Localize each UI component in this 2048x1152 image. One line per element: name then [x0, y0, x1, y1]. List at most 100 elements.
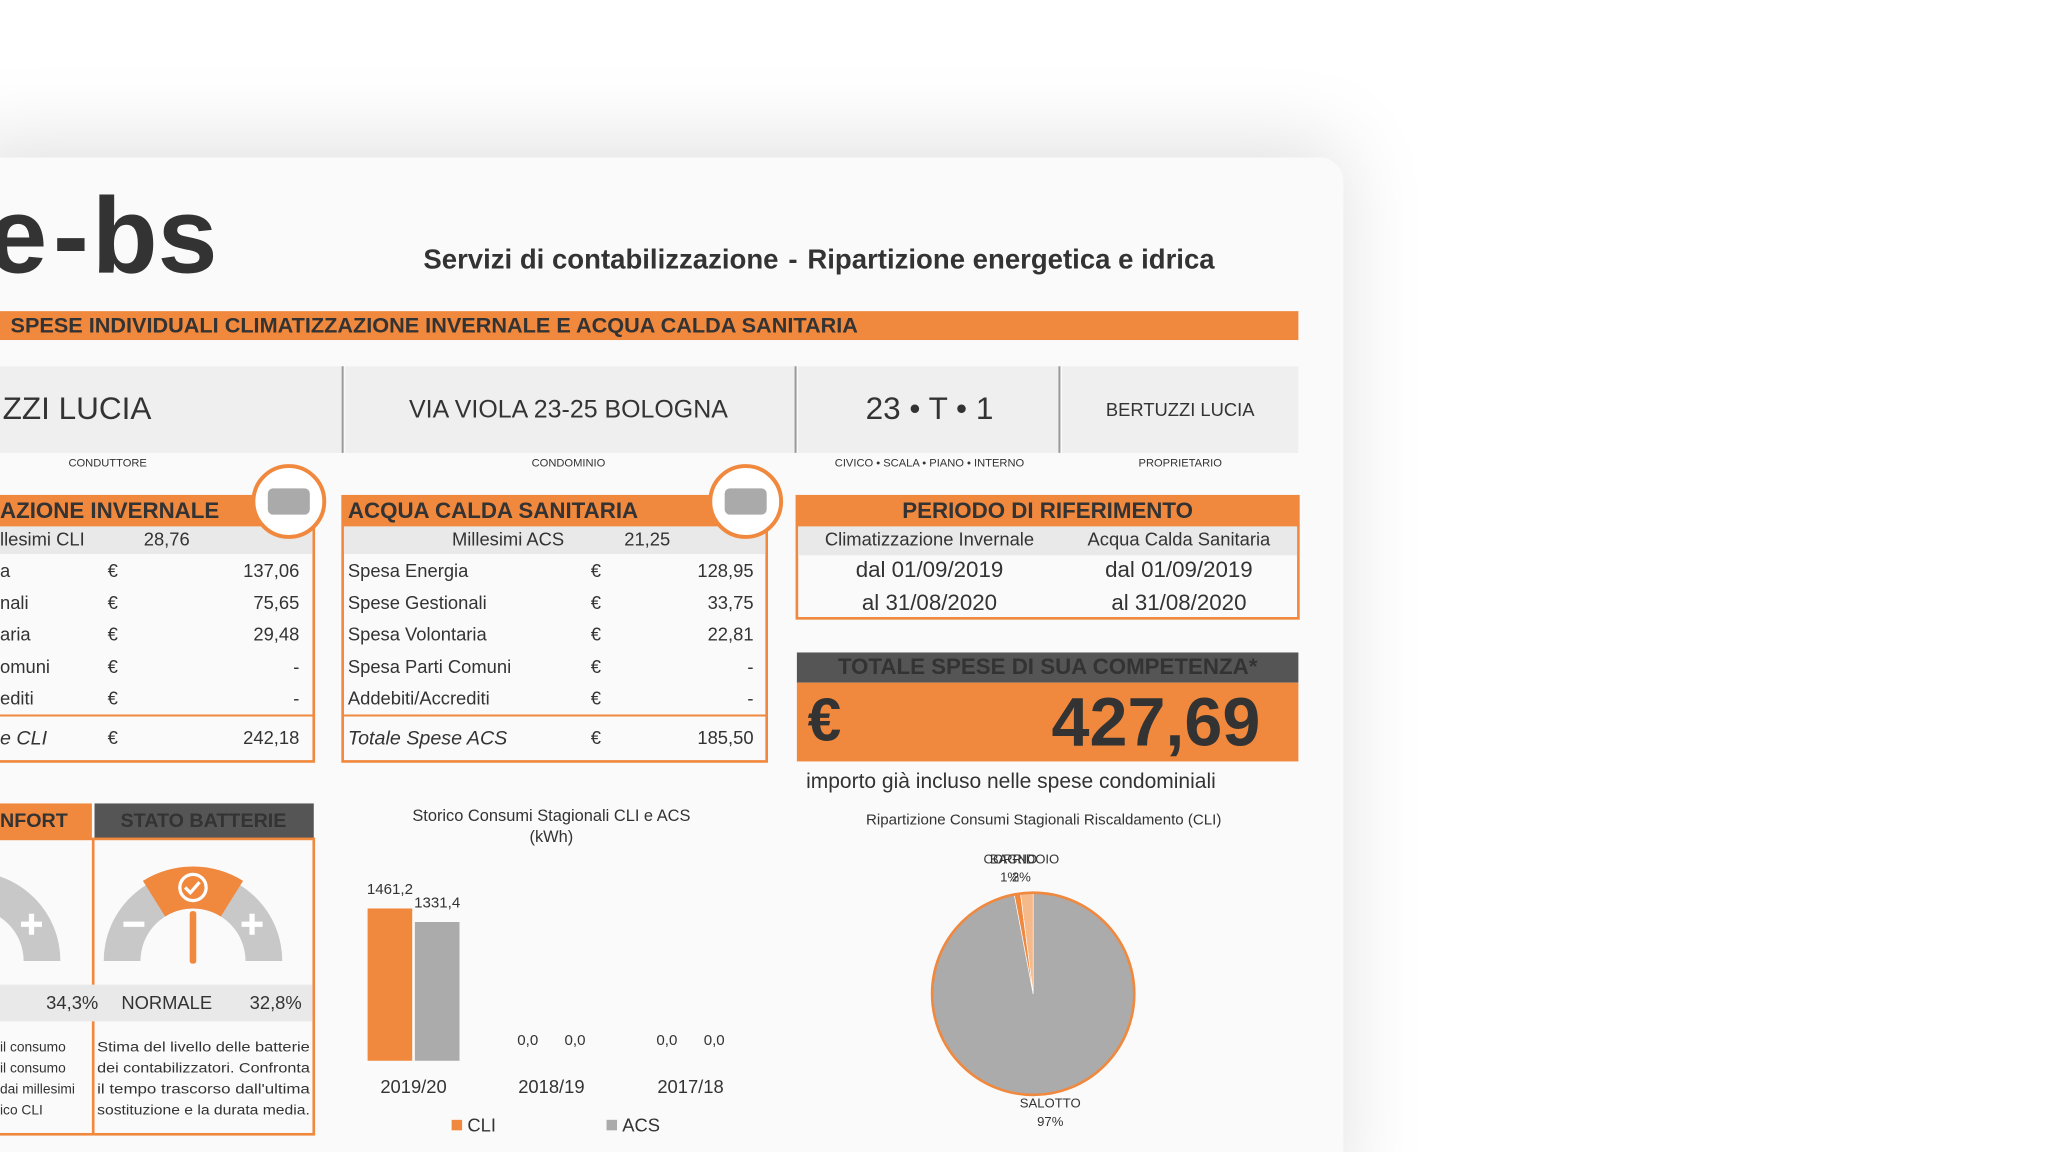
total-note: importo già incluso nelle spese condomin… [806, 770, 1216, 793]
header-title: Servizi di contabilizzazione [423, 244, 778, 275]
row-value: 22,81 [708, 623, 754, 644]
row-currency: € [591, 688, 601, 709]
banner [0, 311, 1299, 341]
batteries-description: Stima del livello delle batterie [97, 1039, 310, 1054]
row-value: 75,65 [253, 592, 299, 613]
period-title: PERIODO DI RIFERIMENTO [902, 498, 1193, 523]
total-label: Totale Spese ACS [348, 727, 507, 749]
total-value: 185,50 [697, 727, 753, 748]
header-dash: - [788, 244, 797, 275]
logo-text: bs [92, 176, 218, 296]
batteries-description: dei contabilizzatori. Confronta [97, 1060, 310, 1075]
batteries-status: NORMALE [121, 992, 212, 1013]
info-box [345, 366, 796, 453]
data-label: 0,0 [517, 1032, 538, 1049]
row-value: 33,75 [708, 592, 754, 613]
total-header [796, 652, 1299, 683]
row-label: Spesa Parti Comuni [348, 656, 511, 677]
row-value: - [747, 688, 753, 709]
comfort-description: il consumo [0, 1039, 66, 1054]
legend-swatch [451, 1119, 463, 1131]
header-title: Ripartizione energetica e idrica [807, 244, 1215, 275]
gauge [103, 871, 283, 961]
data-label: 0,0 [656, 1032, 677, 1049]
row-currency: € [108, 688, 118, 709]
gauge-sign [21, 913, 263, 935]
x-tick-label: 2018/19 [518, 1076, 584, 1097]
data-label: 1331,4 [414, 895, 460, 912]
total-currency: € [808, 686, 842, 754]
comfort-description: dai millesimi [0, 1081, 75, 1096]
row-label: Spesa Energia [348, 560, 469, 581]
bar [414, 921, 460, 1061]
period-subheader [798, 526, 1298, 556]
legend-label: CLI [467, 1114, 496, 1135]
row-value: 29,48 [253, 623, 299, 644]
row-currency: € [591, 623, 601, 644]
total-currency: € [591, 727, 601, 748]
batteries-value: 32,8% [250, 992, 302, 1013]
status-frame [0, 837, 316, 1136]
row-currency: € [108, 592, 118, 613]
period-header [796, 496, 1299, 527]
row-label: a [0, 560, 11, 581]
batteries-title: STATO BATTERIE [121, 810, 287, 832]
gauge-check [183, 881, 201, 896]
panel-title: AZIONE INVERNALE [0, 498, 219, 523]
info-value: VIA VIOLA 23-25 BOLOGNA [409, 396, 728, 424]
row-value: 128,95 [697, 560, 753, 581]
total-currency: € [108, 727, 118, 748]
legend-swatch [606, 1119, 618, 1131]
panel-title: ACQUA CALDA SANITARIA [348, 498, 638, 523]
status-band [0, 984, 313, 1022]
info-value: ZZI LUCIA [3, 390, 152, 426]
chart-title: Ripartizione Consumi Stagionali Riscalda… [866, 811, 1221, 828]
millesimi-label: llesimi CLI [0, 529, 85, 550]
row-value: - [293, 656, 299, 677]
row-currency: € [108, 623, 118, 644]
pie-value-label: 2% [1012, 870, 1031, 885]
row-label: Addebiti/Accrediti [348, 688, 490, 709]
info-label: CONDUTTORE [68, 457, 146, 469]
period-to: al 31/08/2020 [1111, 590, 1246, 615]
row-label: Spesa Volontaria [348, 623, 488, 644]
comfort-description: il consumo [0, 1060, 66, 1075]
row-label: nali [0, 592, 29, 613]
comfort-description: ico CLI [0, 1102, 43, 1117]
batteries-description: sostituzione e la durata media. [97, 1102, 310, 1117]
row-currency: € [591, 592, 601, 613]
x-tick-label: 2019/20 [380, 1076, 446, 1097]
data-label: 1461,2 [367, 881, 413, 898]
batteries-header [94, 803, 314, 839]
total-box [796, 682, 1299, 762]
row-currency: € [108, 560, 118, 581]
period-heading: Climatizzazione Invernale [825, 529, 1034, 550]
row-label: aria [0, 623, 31, 644]
logo-text: e [0, 176, 47, 296]
total-label: e CLI [0, 727, 48, 749]
comfort-title: NFORT [0, 810, 68, 832]
info-value: 23 • T • 1 [866, 390, 994, 426]
gauge-needle [189, 911, 197, 964]
pie-label: CORRIDOIO [983, 851, 1059, 866]
logo-dash: - [53, 176, 89, 296]
row-currency: € [591, 560, 601, 581]
millesimi-value: 21,25 [624, 529, 670, 550]
row-value: 137,06 [243, 560, 299, 581]
x-tick-label: 2017/18 [657, 1076, 723, 1097]
pie-outline [930, 891, 1136, 1097]
data-label: 0,0 [704, 1032, 725, 1049]
info-label: CIVICO • SCALA • PIANO • INTERNO [835, 457, 1025, 469]
row-value: - [747, 656, 753, 677]
info-label: CONDOMINIO [532, 457, 606, 469]
millesimi-label: Millesimi ACS [452, 529, 564, 550]
info-value: BERTUZZI LUCIA [1106, 399, 1255, 420]
millesimi-row [343, 526, 766, 555]
row-label: Spese Gestionali [348, 592, 487, 613]
banner-text: SPESE INDIVIDUALI CLIMATIZZAZIONE INVERN… [11, 313, 859, 338]
info-label: PROPRIETARIO [1139, 457, 1223, 469]
panel-icon [724, 488, 767, 515]
data-label: 0,0 [565, 1032, 586, 1049]
gauge-check [178, 872, 208, 903]
